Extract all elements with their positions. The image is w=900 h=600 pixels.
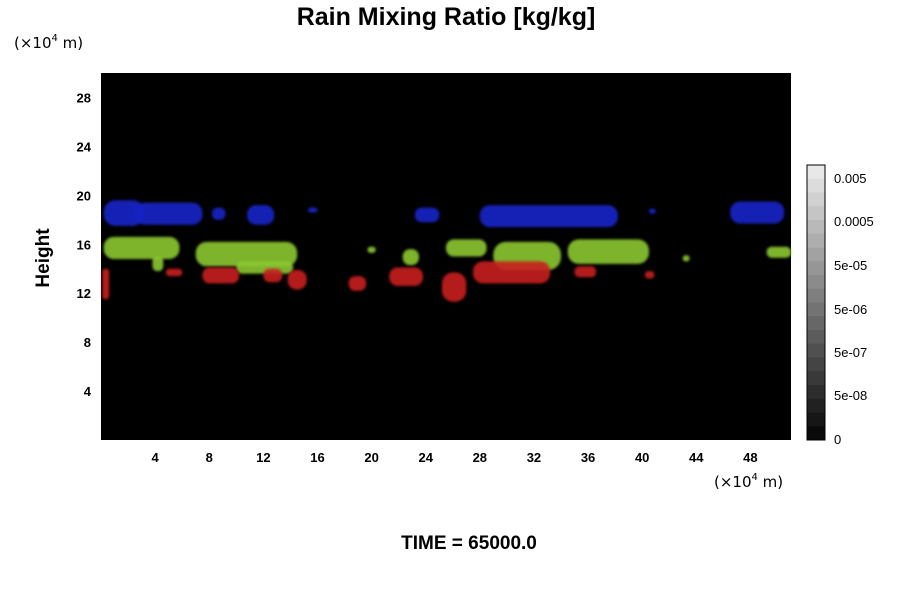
x-tick-label: 24 [418,450,433,465]
colorbar-label: 5e-08 [834,388,867,403]
x-axis-ticks: 4 8 12 16 20 24 28 32 36 40 44 48 [152,450,758,465]
rain-cell [446,239,487,257]
rain-cell [644,271,655,279]
x-tick-label: 32 [527,450,541,465]
band-2 [102,261,655,302]
rain-cell [367,246,376,253]
chart-title: Rain Mixing Ratio [kg/kg] [297,3,596,31]
y-axis-label: Height [33,228,54,288]
rain-cell [730,201,785,224]
colorbar-swatch [807,275,825,290]
colorbar-swatch [807,206,825,221]
colorbar-swatch [807,261,825,276]
colorbar-label: 5e-07 [834,345,867,360]
colorbar-swatch [807,343,825,358]
colorbar-swatch [807,330,825,345]
rain-cell [165,268,183,277]
rain-cell [103,236,180,259]
rain-cell [195,241,298,267]
x-tick-label: 8 [206,450,213,465]
x-tick-label: 16 [310,450,324,465]
colorbar-label: 5e-05 [834,258,867,273]
colorbar-swatch [807,192,825,207]
rain-cell [479,205,618,228]
rain-cell [134,202,203,225]
rain-cell [211,207,226,220]
band-0 [103,200,785,228]
y-tick-label: 4 [84,384,92,399]
y-tick-label: 28 [77,90,91,105]
y-tick-label: 24 [77,139,92,154]
colorbar-swatch [807,316,825,331]
rain-cell [567,239,649,264]
rain-cell [102,268,110,300]
x-tick-label: 28 [473,450,487,465]
colorbar-swatch [807,178,825,193]
x-tick-label: 44 [689,450,704,465]
colorbar-frame [806,164,826,441]
y-axis-ticks: 4 8 12 16 20 24 28 [77,90,92,399]
rain-cell [348,276,367,291]
rain-cell [682,255,690,262]
colorbar-label: 0.0005 [834,214,874,229]
rain-cell [263,268,283,283]
x-tick-label: 20 [364,450,378,465]
colorbar-swatch [807,398,825,413]
rain-field [102,200,791,302]
x-tick-label: 4 [152,450,160,465]
rain-cell [441,272,467,302]
rain-cell [389,267,423,286]
x-tick-label: 36 [581,450,595,465]
rain-cell [414,207,440,223]
colorbar-label: 5e-06 [834,302,867,317]
colorbar-swatch [807,233,825,248]
x-tick-label: 40 [635,450,649,465]
colorbar-label: 0 [834,432,841,447]
x-tick-label: 12 [256,450,270,465]
colorbar: 0.005 0.0005 5e-05 5e-06 5e-07 5e-08 0 [806,164,874,447]
rain-cell [648,208,656,214]
rain-cell [247,205,275,225]
colorbar-swatch [807,220,825,235]
rain-cell [574,266,597,278]
x-axis-unit: (×104 m) [714,472,783,491]
rain-cell [473,261,551,284]
rain-cell [103,200,145,226]
colorbar-swatch [807,288,825,303]
rain-cell [202,267,239,284]
rain-cell [402,249,419,266]
time-label: TIME = 65000.0 [401,533,537,554]
y-tick-label: 16 [77,237,91,252]
colorbar-label: 0.005 [834,171,867,186]
colorbar-swatch [807,426,825,441]
y-axis-unit: (×104 m) [14,33,83,52]
colorbar-swatch [807,371,825,386]
rain-cell [766,246,791,258]
colorbar-swatch [807,357,825,372]
y-tick-label: 8 [84,335,91,350]
rain-cell [152,256,164,272]
colorbar-swatch [807,302,825,317]
rain-cell [287,269,307,290]
rain-cell [308,207,318,213]
colorbar-swatch [807,385,825,400]
colorbar-swatch [807,247,825,262]
y-tick-label: 20 [77,188,91,203]
y-tick-label: 12 [77,286,91,301]
colorbar-swatch [807,165,825,180]
x-tick-label: 48 [743,450,757,465]
colorbar-swatch [807,412,825,427]
